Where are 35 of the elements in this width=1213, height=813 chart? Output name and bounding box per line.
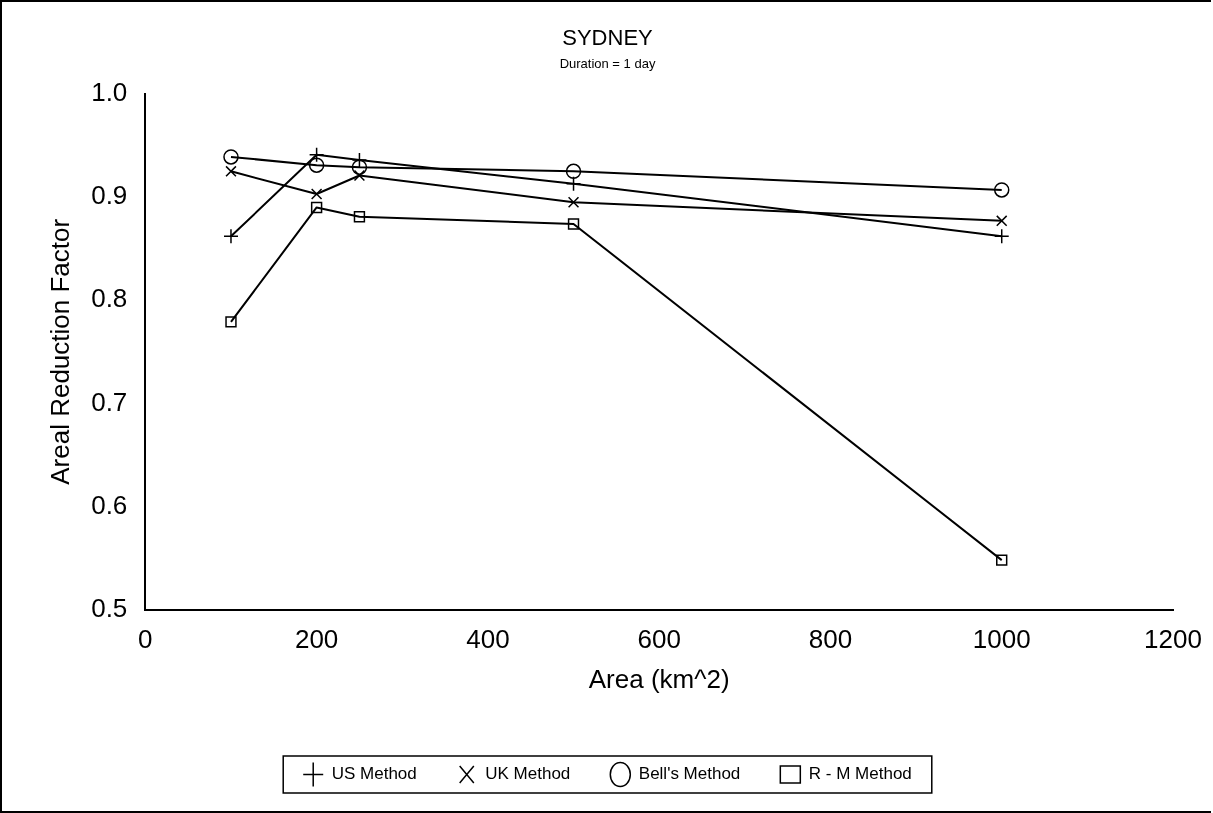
y-tick-label: 0.9 bbox=[91, 180, 128, 211]
y-tick-label: 1.0 bbox=[91, 77, 128, 108]
chart-title: SYDNEY bbox=[562, 25, 654, 51]
x-tick-label: 800 bbox=[808, 624, 853, 655]
point bbox=[565, 163, 582, 180]
point bbox=[567, 196, 580, 208]
y-axis-title: Areal Reduction Factor bbox=[44, 218, 75, 485]
point bbox=[353, 211, 366, 223]
x-tick-label: 400 bbox=[466, 624, 510, 655]
legend-label: Bell's Method bbox=[638, 764, 741, 784]
x-tick-label: 600 bbox=[637, 624, 681, 655]
point bbox=[308, 157, 325, 173]
point bbox=[993, 182, 1010, 198]
x-axis-title: Area (km^2) bbox=[588, 663, 730, 694]
y-tick-label: 0.7 bbox=[91, 386, 128, 417]
y-tick-label: 0.8 bbox=[91, 283, 128, 314]
point bbox=[223, 149, 239, 165]
x-tick-label: 200 bbox=[294, 624, 339, 655]
point bbox=[351, 159, 368, 175]
point bbox=[225, 316, 237, 328]
point bbox=[996, 554, 1008, 566]
y-tick-label: 0.6 bbox=[91, 489, 128, 520]
x-tick-label: 1200 bbox=[1144, 624, 1202, 655]
point bbox=[310, 188, 323, 200]
x-tick-label: 0 bbox=[138, 624, 153, 655]
point bbox=[567, 218, 580, 230]
point bbox=[225, 165, 237, 178]
chart-subtitle: Duration = 1 day bbox=[559, 55, 656, 71]
legend-label: R - M Method bbox=[808, 764, 912, 784]
point bbox=[996, 215, 1008, 227]
x-tick-label: 1000 bbox=[972, 624, 1031, 655]
legend-label: US Method bbox=[331, 764, 417, 784]
legend-label: UK Method bbox=[485, 764, 571, 784]
point bbox=[310, 201, 323, 214]
y-tick-label: 0.5 bbox=[91, 592, 128, 623]
